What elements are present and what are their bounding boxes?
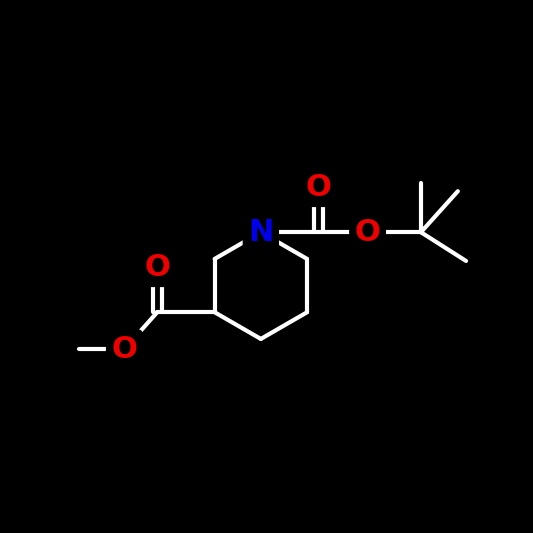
Text: O: O [111, 335, 138, 364]
Text: N: N [248, 217, 273, 247]
Text: O: O [354, 217, 381, 247]
Text: O: O [144, 253, 170, 281]
Text: O: O [305, 173, 331, 201]
